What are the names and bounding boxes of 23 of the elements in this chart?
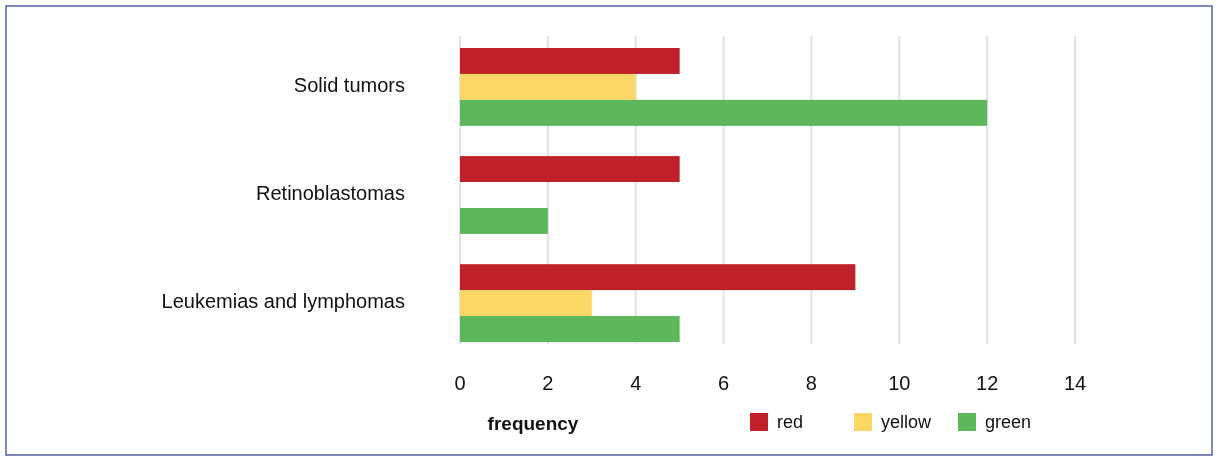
x-tick-label: 14 [1063,372,1087,394]
x-tick-label: 10 [888,372,911,394]
x-tick-label: 4 [630,372,642,394]
x-axis-title: frequency [487,413,579,434]
bar [460,48,680,74]
x-tick-label: 0 [454,372,466,394]
x-tick-label: 2 [542,372,554,394]
bar [460,316,680,342]
y-tick-label: Retinoblastomas [256,182,405,205]
x-tick-label: 12 [976,372,999,394]
x-tick-label: 8 [805,372,817,394]
legend-label: red [777,411,804,432]
bar [460,156,680,183]
bar [460,290,592,317]
y-tick-label: Solid tumors [293,74,405,97]
bar [460,207,548,234]
bar [460,73,636,100]
x-tick-label: 6 [718,372,730,394]
legend-label: green [985,411,1032,432]
bar [460,99,988,126]
bar [460,264,856,291]
y-tick-label: Leukemias and lymphomas [161,290,405,313]
legend-label: yellow [881,411,933,432]
